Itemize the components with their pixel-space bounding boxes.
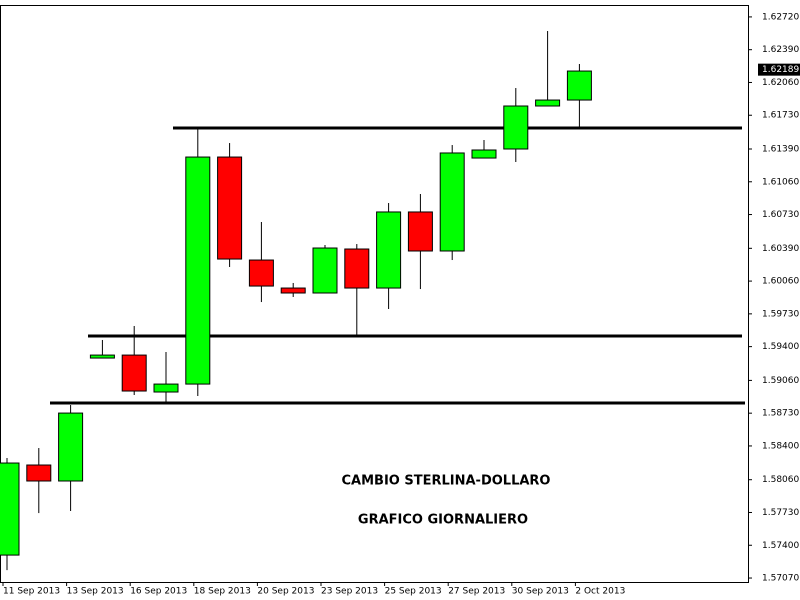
y-tick-label: 1.58730 (762, 409, 799, 419)
x-tick-label: 11 Sep 2013 (3, 587, 60, 597)
candle-body (439, 152, 465, 252)
y-tick-label: 1.61390 (762, 145, 799, 155)
y-tick-label: 1.61730 (762, 111, 799, 121)
x-tick-label: 18 Sep 2013 (194, 587, 251, 597)
candle-body (503, 105, 529, 150)
candle-body (217, 156, 243, 260)
y-tick-label: 1.57400 (762, 541, 799, 551)
candle-body (89, 354, 115, 359)
y-tick-label: 1.60730 (762, 210, 799, 220)
candle-body (280, 287, 306, 294)
x-tick-label: 20 Sep 2013 (257, 587, 314, 597)
candle-body (185, 156, 211, 385)
x-tick-label: 2 Oct 2013 (575, 587, 625, 597)
candle-body (121, 354, 147, 392)
candle-body (58, 412, 84, 482)
y-tick-label: 1.62720 (762, 12, 799, 22)
candle-body (566, 70, 592, 101)
candle-body (344, 248, 370, 289)
last-price-label: 1.62189 (762, 65, 799, 75)
y-tick-label: 1.62060 (762, 78, 799, 88)
annotation: GRAFICO GIORNALIERO (358, 513, 528, 528)
candle-body (312, 247, 338, 294)
y-tick-label: 1.61060 (762, 177, 799, 187)
y-tick-label: 1.59060 (762, 376, 799, 386)
candle-body (248, 259, 274, 287)
candle-body (376, 211, 402, 289)
y-tick-label: 1.62390 (762, 45, 799, 55)
y-tick-label: 1.58060 (762, 475, 799, 485)
x-tick-label: 25 Sep 2013 (385, 587, 442, 597)
x-tick-label: 23 Sep 2013 (321, 587, 378, 597)
last-price-box (758, 63, 800, 76)
candle-body (153, 383, 179, 393)
x-tick-label: 27 Sep 2013 (448, 587, 505, 597)
y-tick-label: 1.58400 (762, 441, 799, 451)
candle-body (0, 462, 20, 556)
y-tick-label: 1.59400 (762, 342, 799, 352)
x-tick-label: 13 Sep 2013 (67, 587, 124, 597)
candle-body (535, 99, 561, 107)
plot-frame (0, 5, 749, 583)
candle-body (26, 464, 52, 482)
y-tick-label: 1.57730 (762, 508, 799, 518)
y-tick-label: 1.57070 (762, 574, 799, 584)
x-tick-label: 30 Sep 2013 (512, 587, 569, 597)
y-tick-label: 1.60390 (762, 244, 799, 254)
x-tick-label: 16 Sep 2013 (130, 587, 187, 597)
candle-body (471, 149, 497, 159)
y-tick-label: 1.60060 (762, 277, 799, 287)
y-tick-label: 1.59730 (762, 309, 799, 319)
annotation: CAMBIO STERLINA-DOLLARO (342, 474, 551, 489)
candle-body (407, 211, 433, 252)
